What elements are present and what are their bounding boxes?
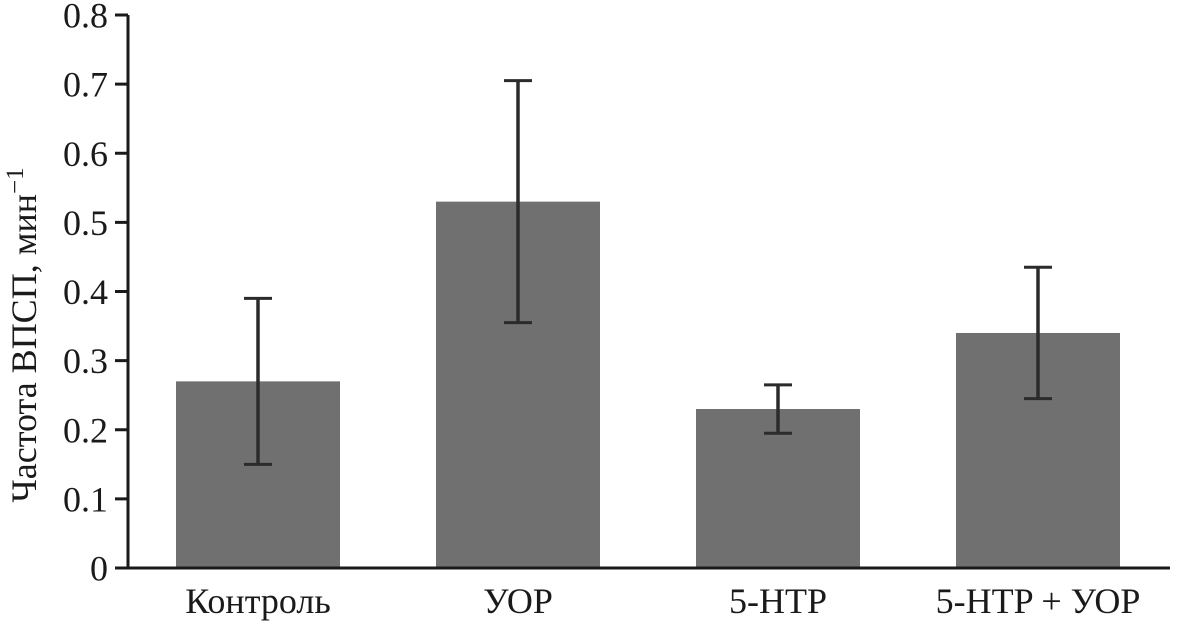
y-axis-title: Частота ВПСП, мин−1 xyxy=(2,167,44,502)
bar xyxy=(696,409,860,568)
y-axis-title-exponent: −1 xyxy=(2,167,29,194)
x-tick-label: Контроль xyxy=(185,581,331,621)
x-tick-label: 5-HTP + УОР xyxy=(936,581,1141,621)
y-tick-label: 0.4 xyxy=(63,272,108,312)
y-axis-title-text: Частота ВПСП, мин xyxy=(4,194,44,503)
y-axis-ticks: 0 0.1 0.2 0.3 0.4 0.5 0.6 0.7 0.8 xyxy=(63,0,128,589)
y-tick-label: 0 xyxy=(90,549,108,589)
y-tick-label: 0.5 xyxy=(63,203,108,243)
y-tick-label: 0.3 xyxy=(63,341,108,381)
y-tick-label: 0.1 xyxy=(63,479,108,519)
error-bars-group xyxy=(244,79,1052,466)
x-axis-labels: Контроль УОР 5-HTP 5-HTP + УОР xyxy=(185,581,1140,621)
y-tick-label: 0.7 xyxy=(63,65,108,105)
y-tick-label: 0.6 xyxy=(63,134,108,174)
x-tick-label: 5-HTP xyxy=(729,581,827,621)
y-tick-label: 0.2 xyxy=(63,410,108,450)
x-tick-label: УОР xyxy=(483,581,553,621)
bars-group xyxy=(176,201,1120,568)
y-tick-label: 0.8 xyxy=(63,0,108,36)
